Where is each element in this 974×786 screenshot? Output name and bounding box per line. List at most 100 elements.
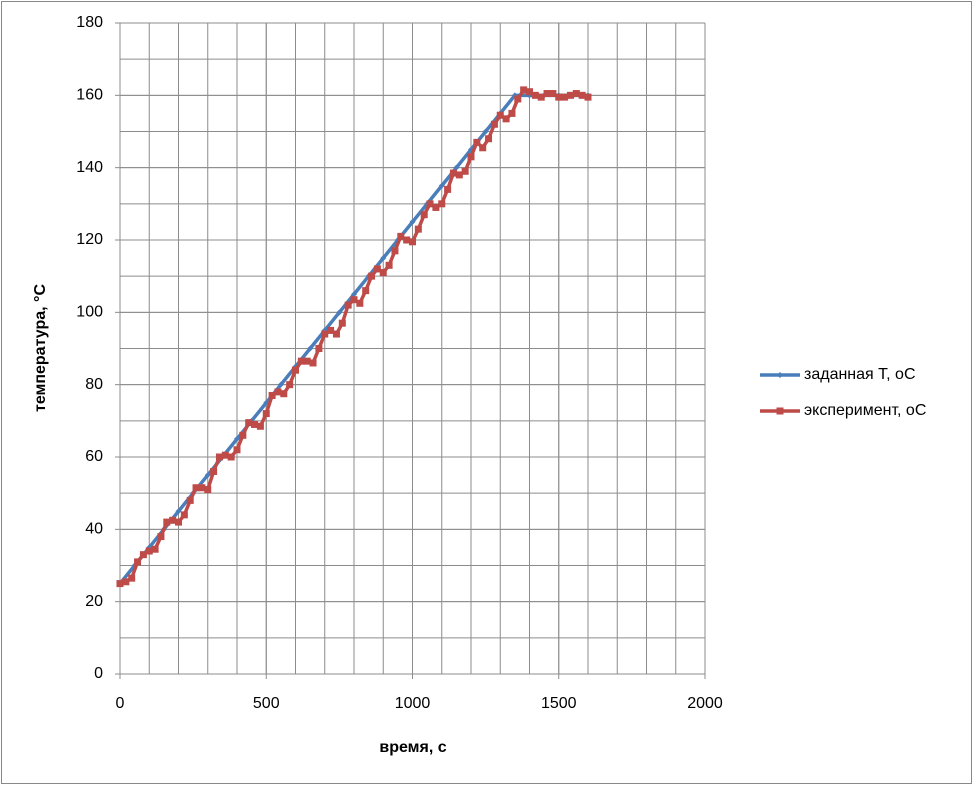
- point: [368, 272, 376, 280]
- point: [438, 182, 445, 189]
- point: [186, 496, 194, 504]
- y-tick-label: 140: [76, 159, 103, 176]
- point: [169, 516, 177, 524]
- y-tick-label: 100: [76, 304, 103, 321]
- point: [549, 90, 557, 98]
- point: [116, 580, 124, 588]
- point: [351, 291, 357, 298]
- point: [268, 392, 276, 400]
- point: [482, 128, 489, 135]
- point: [397, 232, 405, 240]
- point: [566, 91, 574, 99]
- point: [327, 326, 335, 334]
- point: [438, 200, 446, 208]
- point: [508, 109, 516, 117]
- point: [409, 238, 416, 246]
- x-tick-label: 1500: [541, 695, 577, 712]
- point: [134, 558, 142, 566]
- point: [234, 435, 240, 442]
- point: [526, 88, 533, 96]
- point: [151, 545, 159, 553]
- point: [420, 211, 428, 219]
- y-tick-label: 40: [85, 521, 103, 538]
- point: [280, 390, 288, 398]
- point: [502, 115, 510, 123]
- point: [432, 203, 440, 211]
- x-axis-title: время, с: [379, 739, 446, 756]
- point: [245, 419, 253, 427]
- point: [572, 90, 580, 98]
- point: [321, 330, 329, 338]
- point: [292, 366, 299, 374]
- point: [221, 451, 229, 459]
- y-tick-label: 80: [85, 376, 103, 393]
- point: [520, 86, 528, 94]
- x-tick-label: 2000: [687, 695, 723, 712]
- point: [561, 93, 569, 101]
- point: [391, 247, 399, 255]
- y-tick-label: 160: [76, 87, 103, 104]
- point: [157, 533, 165, 541]
- point: [239, 431, 247, 439]
- point: [315, 345, 323, 352]
- point: [426, 200, 434, 208]
- point: [256, 422, 264, 430]
- point: [409, 218, 416, 225]
- point: [584, 93, 592, 101]
- point: [531, 91, 539, 99]
- y-tick-label: 120: [76, 231, 103, 248]
- point: [356, 299, 364, 307]
- point: [128, 574, 136, 582]
- point: [303, 357, 311, 365]
- point: [490, 120, 498, 128]
- y-tick-label: 20: [85, 593, 103, 610]
- point: [163, 518, 171, 526]
- point: [307, 345, 314, 352]
- point: [380, 255, 387, 262]
- point: [385, 261, 393, 269]
- point: [277, 381, 284, 388]
- point: [297, 357, 305, 365]
- y-axis-title: температура, °С: [32, 284, 49, 412]
- point: [175, 508, 182, 515]
- point: [543, 90, 551, 98]
- legend-marker: [776, 407, 784, 415]
- point: [467, 153, 475, 161]
- point: [139, 551, 147, 559]
- point: [461, 167, 469, 175]
- point: [233, 446, 241, 454]
- point: [514, 95, 522, 103]
- point: [251, 420, 259, 428]
- point: [555, 93, 563, 101]
- point: [379, 269, 387, 277]
- legend-marker: [777, 372, 783, 378]
- point: [350, 296, 358, 304]
- y-tick-label: 60: [85, 448, 103, 465]
- point: [373, 265, 381, 273]
- point: [274, 388, 282, 396]
- point: [403, 236, 411, 244]
- point: [473, 138, 481, 146]
- point: [344, 301, 352, 309]
- point: [338, 319, 346, 327]
- point: [444, 185, 452, 193]
- x-tick-label: 500: [253, 695, 280, 712]
- point: [485, 135, 493, 143]
- point: [336, 309, 343, 316]
- point: [175, 518, 182, 526]
- point: [180, 511, 188, 519]
- point: [309, 359, 317, 367]
- x-tick-label: 1000: [395, 695, 431, 712]
- legend-label: эксперимент, оС: [804, 402, 926, 419]
- y-tick-label: 180: [76, 14, 103, 31]
- point: [453, 164, 460, 171]
- point: [145, 547, 153, 555]
- point: [204, 472, 211, 479]
- point: [479, 144, 487, 152]
- point: [496, 111, 504, 119]
- point: [332, 330, 340, 338]
- x-tick-label: 0: [116, 695, 125, 712]
- legend-label: заданная Т, оС: [804, 366, 916, 383]
